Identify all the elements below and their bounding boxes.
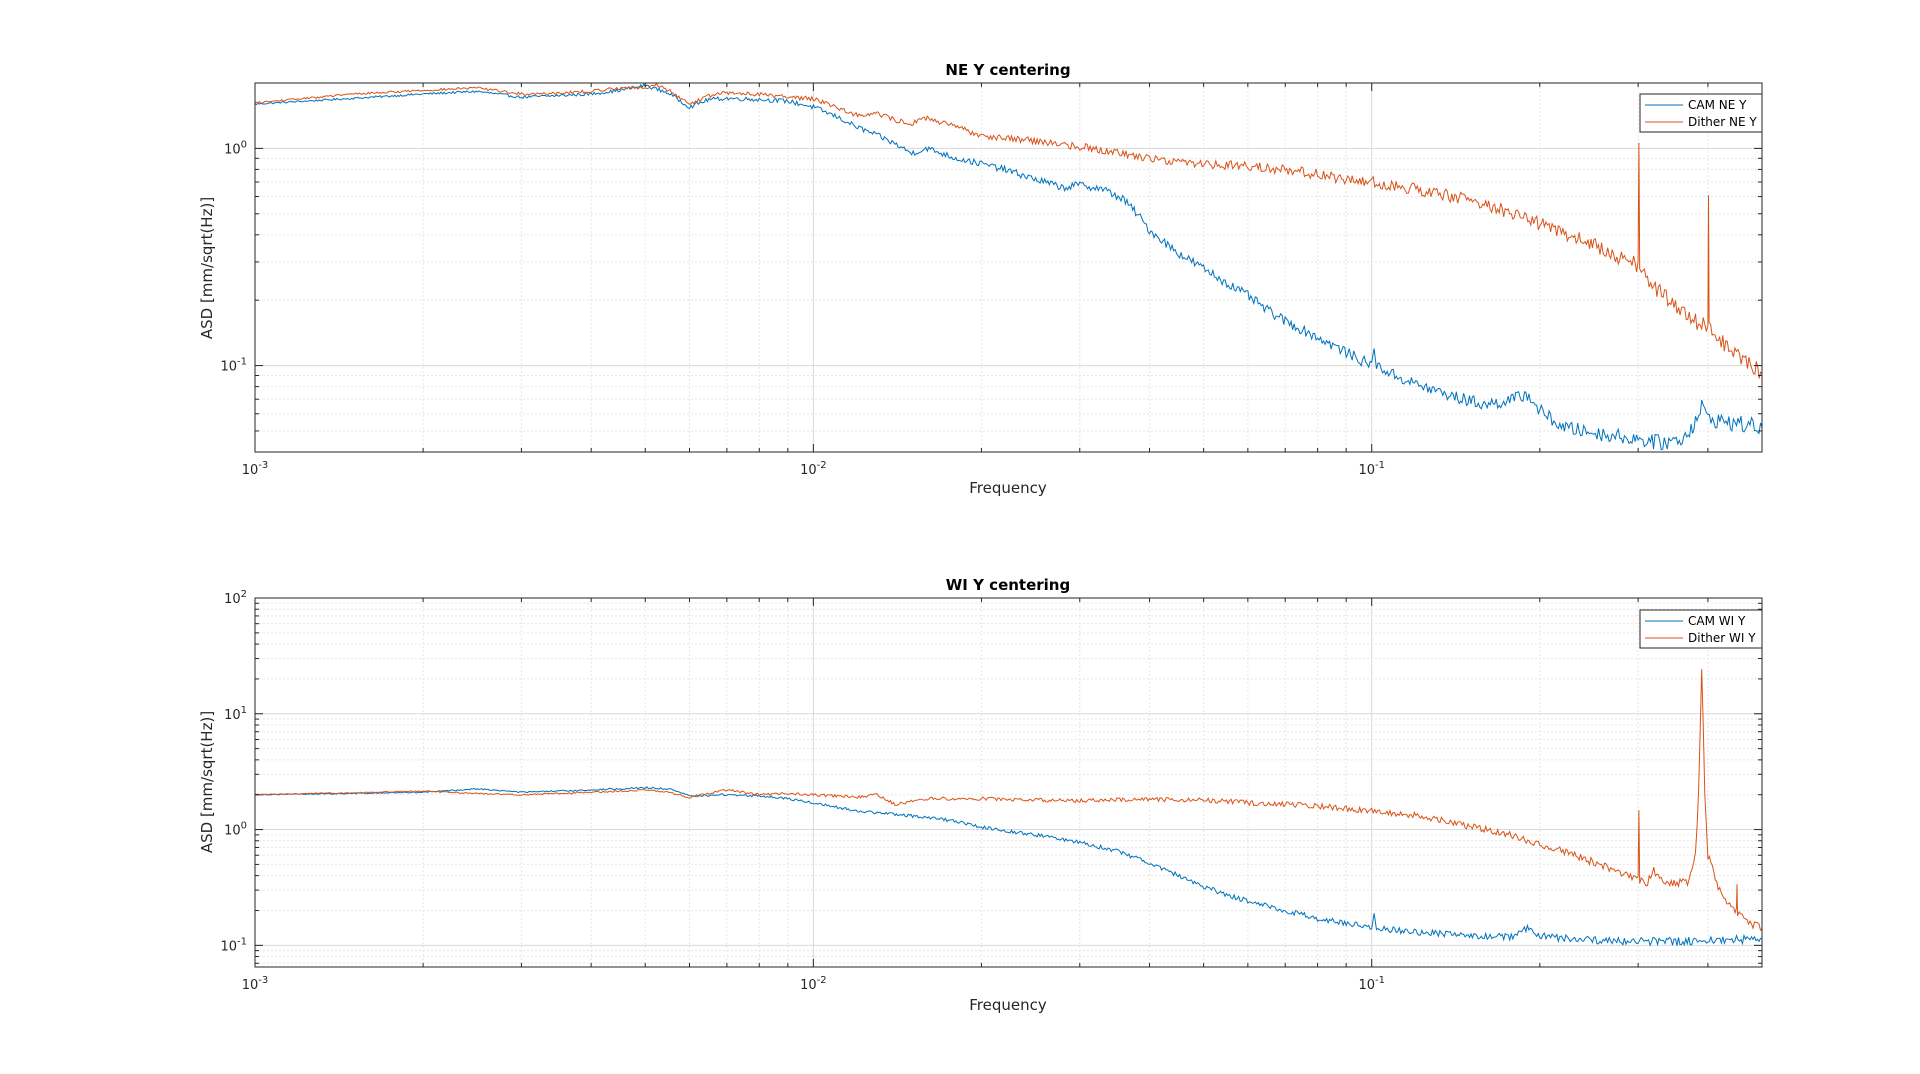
series-line-dither-ne-y [255,83,1762,379]
x-tick-label: 10-1 [1358,975,1385,993]
y-tick-label: 100 [224,139,247,157]
series-line-dither-wi-y [255,669,1762,932]
chart-title: WI Y centering [946,576,1070,594]
y-tick-label: 101 [224,705,247,723]
x-axis-label: Frequency [969,479,1047,497]
chart-title: NE Y centering [945,61,1070,79]
x-axis-label: Frequency [969,996,1047,1014]
legend-label: Dither NE Y [1688,115,1757,129]
chart-wi-y-centering: 10-3 10-2 10-1 10-1 100 101 102 WI Y centering… [198,576,1763,1014]
ticks: 10-3 10-2 10-1 10-1 100 [220,82,1763,478]
legend-label: Dither WI Y [1688,631,1756,645]
plot-area [255,83,1762,452]
series-line-cam-wi-y [255,786,1762,947]
plot-area [255,598,1762,967]
x-tick-label: 10-2 [800,460,827,478]
legend-box [1639,609,1763,649]
x-tick-label: 10-3 [242,460,269,478]
series-group [255,83,1762,451]
legend: CAM NE Y Dither NE Y [1639,93,1763,133]
series-line-cam-ne-y [255,83,1762,451]
axes-box [254,82,1763,453]
y-axis-label: ASD [mm/sqrt(Hz)] [198,197,216,339]
x-tick-label: 10-1 [1358,460,1385,478]
y-tick-label: 100 [224,821,247,839]
y-tick-label: 102 [224,589,247,607]
legend-label: CAM WI Y [1688,614,1746,628]
legend-box [1639,93,1763,133]
axes-box [254,597,1763,968]
x-tick-label: 10-2 [800,975,827,993]
legend-label: CAM NE Y [1688,98,1747,112]
chart-ne-y-centering: 10-3 10-2 10-1 10-1 100 NE Y centering Frequ… [198,61,1763,497]
x-tick-label: 10-3 [242,975,269,993]
y-tick-label: 10-1 [220,936,247,954]
y-tick-label: 10-1 [220,357,247,375]
series-group [255,669,1762,947]
legend: CAM WI Y Dither WI Y [1639,609,1763,649]
y-axis-label: ASD [mm/sqrt(Hz)] [198,711,216,853]
